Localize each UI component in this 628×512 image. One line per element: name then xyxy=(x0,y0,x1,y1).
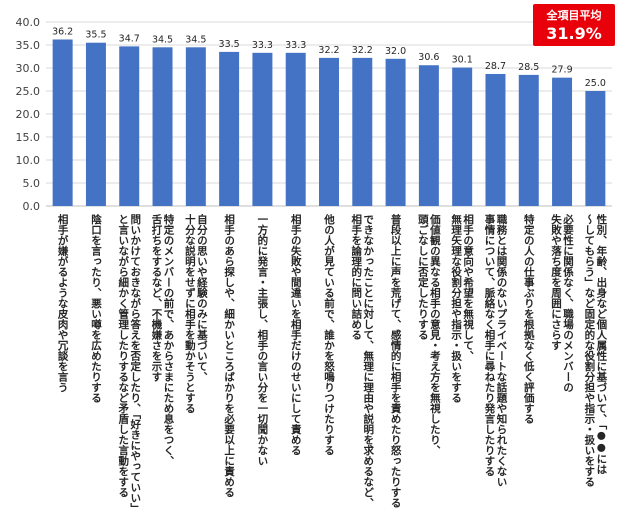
value-label: 33.5 xyxy=(219,39,240,50)
value-label: 34.5 xyxy=(185,34,206,45)
value-label: 25.0 xyxy=(585,78,606,89)
category-label: 相手の失敗や間違いを相手だけのせいにして責める xyxy=(290,213,302,455)
category-label: 普段以上に声を荒げて、感情的に相手を責めたり怒ったりする xyxy=(390,213,402,508)
y-tick-label: 20.0 xyxy=(16,108,41,121)
category-label: 頭ごなしに否定したりする xyxy=(417,214,429,340)
category-label: 相手のあら探しや、細かいところばかりを必要以上に責める xyxy=(223,213,235,497)
category-label: 十分な説明をせずに相手を動かそうとする xyxy=(184,213,196,413)
category-label: と言いながら細かく管理したりするなど矛盾した言動をする xyxy=(117,214,129,498)
bar xyxy=(85,42,106,207)
y-tick-label: 10.0 xyxy=(16,154,41,167)
category-label: ～してもらう」など固定的な役割分担や指示・扱いをする xyxy=(583,213,595,487)
average-badge-title: 全項目平均 xyxy=(546,9,602,22)
value-label: 32.2 xyxy=(352,45,373,56)
value-labels: 36.2 35.5 34.7 34.5 34.5 33.5 33.3 33.3 32.2 32.2… xyxy=(52,26,606,89)
value-label: 34.7 xyxy=(119,33,140,44)
value-label: 35.5 xyxy=(85,30,106,41)
category-label: 相手が嫌がるような皮肉や冗談を言う xyxy=(57,213,69,392)
value-label: 36.2 xyxy=(52,26,73,37)
bar xyxy=(285,52,306,206)
y-tick-label: 25.0 xyxy=(16,85,41,98)
category-label: 特定の人の仕事ぶりを根拠なく低く評価する xyxy=(523,213,535,424)
value-label: 30.6 xyxy=(418,52,439,63)
category-label: 性別、年齢、出身など個人属性に基づいて、「●●には xyxy=(595,213,607,475)
category-label: 価値観の異なる相手の意見・考え方を無視したり、 xyxy=(429,213,441,455)
y-tick-label: 0.0 xyxy=(23,200,41,213)
bar xyxy=(585,91,606,206)
bar xyxy=(352,57,373,206)
value-label: 34.5 xyxy=(152,34,173,45)
category-label: 自分の思いや経験のみに基づいて、 xyxy=(196,213,208,382)
value-label: 28.5 xyxy=(518,62,539,73)
y-tick-label: 5.0 xyxy=(23,177,41,190)
average-badge-value: 31.9% xyxy=(546,24,602,43)
bar xyxy=(52,39,73,207)
value-label: 33.3 xyxy=(252,40,273,51)
category-label: 事情について、脈絡なく相手に尋ねたり発言したりする xyxy=(483,213,495,476)
y-axis-ticks: 0.0 5.0 10.0 15.0 20.0 25.0 30.0 35.0 40.0 xyxy=(16,16,41,213)
category-label: 問いかけておきながら答えを否定したり、「好きにやっていい」 xyxy=(129,214,141,512)
value-label: 28.7 xyxy=(485,61,506,72)
category-label: 相手を論理的に問い詰める xyxy=(350,213,362,340)
bar xyxy=(418,65,439,207)
bar xyxy=(119,46,140,206)
bar xyxy=(185,47,206,206)
y-tick-label: 40.0 xyxy=(16,16,41,29)
category-label: 必要性に関係なく、職場のメンバーの xyxy=(562,213,574,392)
value-label: 32.2 xyxy=(318,45,339,56)
bar xyxy=(319,57,339,206)
bar xyxy=(152,47,173,206)
y-tick-label: 15.0 xyxy=(16,131,41,144)
value-label: 33.3 xyxy=(285,40,306,51)
category-label: 失敗や落ち度を周囲にさらす xyxy=(550,213,562,350)
value-label: 30.1 xyxy=(452,55,473,66)
category-label: 陰口を言ったり、悪い噂を広めたりする xyxy=(90,213,102,403)
y-tick-label: 35.0 xyxy=(16,39,41,52)
category-label: 相手の意向や希望を無視して、 xyxy=(462,213,474,361)
bar xyxy=(452,67,473,206)
bar xyxy=(518,74,539,207)
category-label: できなかったことに対して、無理に理由や説明を求めるなど、 xyxy=(362,214,374,508)
bar xyxy=(485,73,506,206)
average-badge: 全項目平均 31.9% xyxy=(533,4,615,46)
category-label: 他の人が見ている前で、誰かを怒鳴りつけたりする xyxy=(323,213,335,455)
category-labels: 相手が嫌がるような皮肉や冗談を言う 陰口を言ったり、悪い噂を広めたりする 問いかけて… xyxy=(57,213,608,512)
bar xyxy=(552,77,573,206)
category-label: 特定のメンバーの前で、あからさまにため息をつく、 xyxy=(163,213,175,466)
value-label: 27.9 xyxy=(551,65,572,76)
value-label: 32.0 xyxy=(385,46,406,57)
bar xyxy=(219,51,240,207)
category-label: 舌打ちをするなど、不機嫌さを示す xyxy=(151,213,163,382)
bars xyxy=(52,39,606,207)
y-tick-label: 30.0 xyxy=(16,62,41,75)
category-label: 職務とは関係のないプライベートな話題や知られたくない xyxy=(495,213,507,487)
category-label: 一方的に発言・主張し、相手の言い分を一切聞かない xyxy=(256,214,268,466)
bar xyxy=(385,58,406,206)
category-label: 無理矢理な役割分担や指示・扱いをする xyxy=(450,213,462,403)
bar xyxy=(252,52,273,206)
